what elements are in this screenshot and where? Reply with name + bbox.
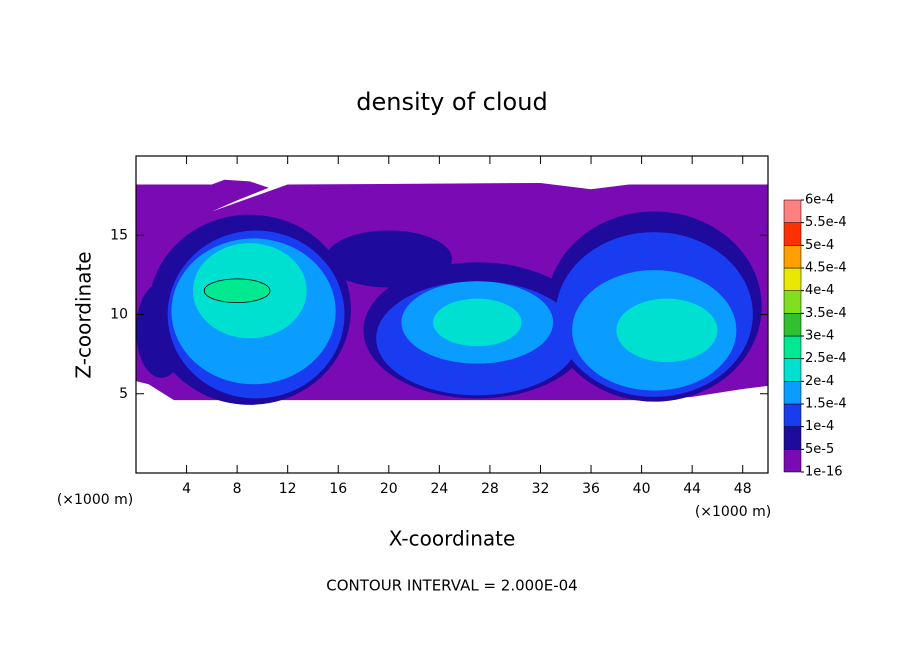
colorbar-segment bbox=[783, 426, 802, 450]
x-tick-label: 12 bbox=[279, 481, 297, 497]
colorbar-segment bbox=[783, 403, 802, 427]
colorbar-label: 5e-5 bbox=[805, 442, 834, 457]
x-tick-label: 24 bbox=[430, 481, 448, 497]
x-tick-label: 16 bbox=[329, 481, 347, 497]
colorbar-segment bbox=[783, 449, 802, 473]
contour-fill bbox=[204, 278, 270, 303]
colorbar-label: 4.5e-4 bbox=[805, 261, 847, 276]
colorbar-label: 6e-4 bbox=[805, 193, 834, 208]
colorbar-segment bbox=[783, 290, 802, 314]
x-tick-label: 40 bbox=[633, 481, 651, 497]
colorbar-label: 1e-16 bbox=[805, 465, 843, 480]
y-tick-label: 10 bbox=[110, 307, 128, 323]
x-tick-label: 48 bbox=[734, 481, 752, 497]
colorbar-label: 3e-4 bbox=[805, 329, 834, 344]
colorbar-segment bbox=[783, 381, 802, 405]
colorbar-segment bbox=[783, 335, 802, 359]
x-tick-label: 20 bbox=[380, 481, 398, 497]
y-axis-label: Z-coordinate bbox=[72, 251, 96, 378]
colorbar-label: 4e-4 bbox=[805, 283, 834, 298]
y-tick-label: 5 bbox=[119, 386, 128, 402]
colorbar-label: 5.5e-4 bbox=[805, 215, 847, 230]
colorbar-segment bbox=[783, 358, 802, 382]
colorbar-label: 5e-4 bbox=[805, 238, 834, 253]
y-unit-label: (×1000 m) bbox=[57, 492, 133, 508]
colorbar-segment bbox=[783, 199, 802, 223]
colorbar-label: 1e-4 bbox=[805, 419, 834, 434]
x-tick-label: 4 bbox=[182, 481, 191, 497]
colorbar-label: 2.5e-4 bbox=[805, 351, 847, 366]
colorbar-label: 2e-4 bbox=[805, 374, 834, 389]
y-tick-label: 15 bbox=[110, 227, 128, 243]
colorbar-segment bbox=[783, 245, 802, 269]
footer-note: CONTOUR INTERVAL = 2.000E-04 bbox=[326, 577, 577, 595]
x-tick-label: 36 bbox=[582, 481, 600, 497]
field bbox=[136, 179, 768, 405]
colorbar-segment bbox=[783, 222, 802, 246]
x-tick-label: 28 bbox=[481, 481, 499, 497]
colorbar-label: 1.5e-4 bbox=[805, 397, 847, 412]
x-tick-label: 32 bbox=[532, 481, 550, 497]
x-tick-label: 44 bbox=[683, 481, 701, 497]
x-unit-label: (×1000 m) bbox=[695, 504, 771, 520]
contour-fill bbox=[433, 298, 522, 347]
x-tick-label: 8 bbox=[233, 481, 242, 497]
contour-line bbox=[203, 278, 271, 304]
contour-fill bbox=[325, 230, 452, 288]
colorbar-label: 3.5e-4 bbox=[805, 306, 847, 321]
colorbar-segment bbox=[783, 313, 802, 337]
contour-fill bbox=[616, 298, 718, 363]
colorbar-segment bbox=[783, 267, 802, 291]
chart-title: density of cloud bbox=[356, 88, 547, 116]
x-axis-label: X-coordinate bbox=[389, 527, 516, 551]
